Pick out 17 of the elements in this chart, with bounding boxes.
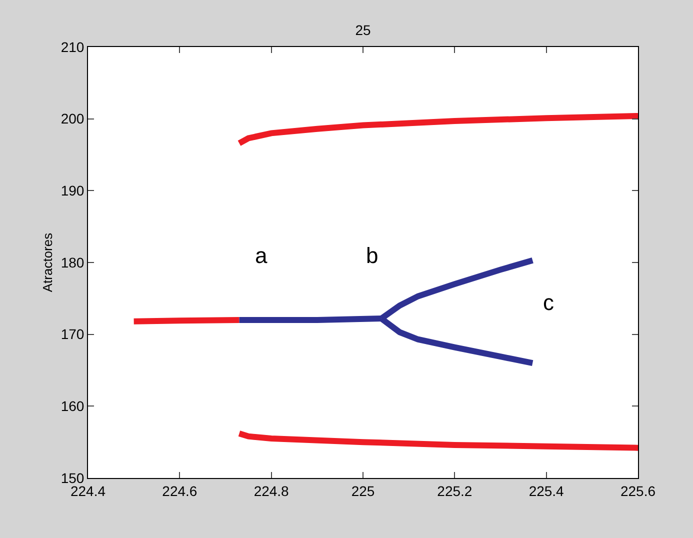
x-tick-label: 225.4 — [528, 482, 564, 499]
annotation: b — [366, 243, 378, 268]
y-tick-label: 190 — [60, 182, 84, 199]
chart-title: 25 — [355, 22, 371, 38]
y-tick-label: 200 — [60, 110, 84, 127]
y-tick-label: 170 — [60, 326, 84, 342]
x-tick-label: 225 — [351, 482, 375, 499]
annotation: a — [255, 243, 268, 268]
x-tick-label: 225.6 — [620, 482, 656, 499]
x-tick-label: 224.8 — [254, 482, 290, 499]
y-tick-label: 160 — [60, 398, 84, 414]
annotation: c — [543, 290, 554, 315]
x-tick-label: 225.2 — [437, 482, 472, 499]
x-tick-label: 224.6 — [162, 482, 198, 499]
y-axis-title: Atractores — [40, 232, 55, 292]
y-tick-label: 180 — [60, 254, 84, 270]
y-tick-label: 210 — [60, 38, 84, 55]
